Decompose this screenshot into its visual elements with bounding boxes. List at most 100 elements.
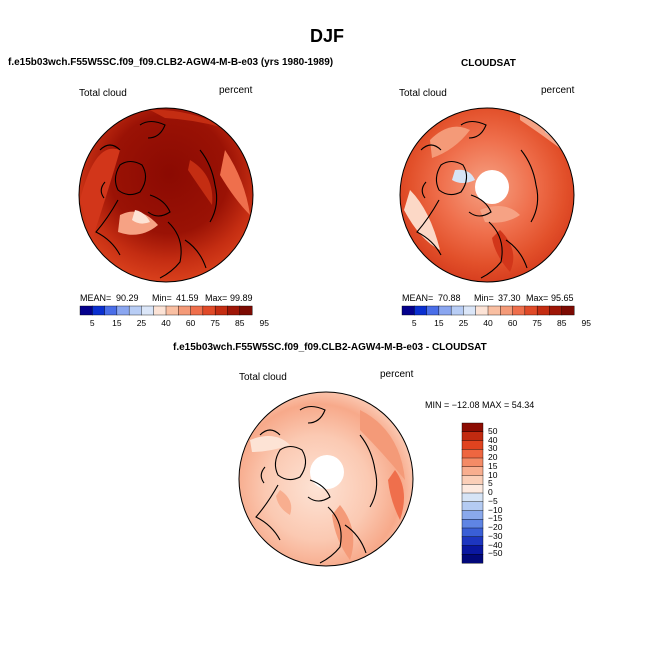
colorbar-panel3-swatch bbox=[461, 440, 484, 450]
colorbar-panel2-swatch bbox=[512, 305, 526, 316]
colorbar-panel1-swatch bbox=[227, 305, 241, 316]
colorbar-panel1-swatch bbox=[79, 305, 93, 316]
colorbar-panel3-swatch bbox=[461, 519, 484, 529]
panel2-units-label: percent bbox=[541, 85, 575, 96]
colorbar-panel3-swatch bbox=[461, 431, 484, 442]
colorbar-panel3-swatch bbox=[461, 422, 484, 433]
colorbar-panel1-swatch bbox=[178, 305, 192, 316]
colorbar-panel3-swatch bbox=[461, 536, 484, 547]
colorbar-panel1-tick-label: 75 bbox=[210, 318, 220, 328]
colorbar-panel1-swatch bbox=[202, 305, 216, 316]
colorbar-panel3-swatch bbox=[461, 475, 484, 485]
colorbar-panel2-swatch bbox=[549, 305, 563, 316]
panel2-mean-label: MEAN= bbox=[402, 293, 434, 303]
panel1-min-label: Min= bbox=[152, 293, 172, 303]
colorbar-panel3-swatch bbox=[461, 545, 484, 555]
colorbar-panel3-tick-label: −30 bbox=[488, 530, 503, 541]
colorbar-panel2-swatch bbox=[401, 305, 415, 316]
colorbar-panel1-swatch bbox=[104, 305, 118, 316]
colorbar-panel2-swatch bbox=[426, 305, 440, 316]
panel1-min-value: 41.59 bbox=[176, 293, 199, 303]
colorbar-panel1-swatch bbox=[190, 305, 204, 316]
panel1-mean-label: MEAN= bbox=[80, 293, 112, 303]
colorbar-panel1-swatch bbox=[239, 305, 253, 316]
colorbar-panel3-swatch bbox=[461, 484, 484, 494]
colorbar-panel1-tick-label: 85 bbox=[234, 318, 245, 328]
colorbar-panel2-swatch bbox=[450, 305, 464, 316]
colorbar-panel3-tick-label: −5 bbox=[488, 495, 498, 506]
colorbar-panel2-swatch bbox=[463, 305, 477, 316]
colorbar-panel1-swatch bbox=[116, 305, 130, 316]
panel2-max-label: Max= bbox=[526, 293, 549, 303]
panel1-max-label: Max= bbox=[205, 293, 228, 303]
colorbar-panel3-tick-label: 30 bbox=[488, 443, 498, 454]
panel2-max-value: 95.65 bbox=[551, 293, 574, 303]
colorbar-panel3-swatch bbox=[461, 527, 484, 538]
colorbar-panel2-tick-label: 95 bbox=[581, 318, 592, 328]
colorbar-panel3-tick-label: 40 bbox=[488, 434, 498, 445]
panel2-mean-value: 70.88 bbox=[438, 293, 461, 303]
panel1-title: f.e15b03wch.F55W5SC.f09_f09.CLB2-AGW4-M-… bbox=[8, 57, 334, 68]
colorbar-panel3-tick-label: −50 bbox=[488, 548, 503, 559]
colorbar-panel3-tick-label: −10 bbox=[488, 504, 503, 515]
colorbar-panel3-swatch bbox=[461, 510, 484, 520]
colorbar-panel3 bbox=[461, 422, 484, 564]
colorbar-panel3-tick-label: 10 bbox=[488, 469, 498, 480]
map-panel3 bbox=[238, 391, 414, 567]
colorbar-panel3-swatch bbox=[461, 457, 484, 468]
panel3-title: f.e15b03wch.F55W5SC.f09_f09.CLB2-AGW4-M-… bbox=[173, 342, 487, 353]
panel2-min-label: Min= bbox=[474, 293, 494, 303]
colorbar-panel3-tick-label: −20 bbox=[488, 522, 503, 532]
colorbar-panel2-tick-label: 75 bbox=[532, 318, 542, 328]
panel2-min-value: 37.30 bbox=[498, 293, 521, 303]
colorbar-panel3-tick-label: −40 bbox=[488, 539, 503, 550]
panel1-max-value: 99.89 bbox=[230, 293, 253, 303]
colorbar-panel3-tick-label: 0 bbox=[488, 487, 493, 497]
colorbar-panel2-swatch bbox=[524, 305, 538, 316]
colorbar-panel3-swatch bbox=[461, 554, 484, 564]
map-panel2 bbox=[399, 107, 575, 283]
colorbar-panel1-swatch bbox=[92, 305, 106, 316]
colorbar-panel2-swatch bbox=[500, 305, 514, 316]
panel3-units-label: percent bbox=[380, 369, 414, 380]
colorbar-panel2-swatch bbox=[487, 305, 501, 316]
colorbar-panel1-tick-label: 25 bbox=[136, 318, 147, 328]
colorbar-panel1-swatch bbox=[153, 305, 167, 316]
panel2-variable-label: Total cloud bbox=[399, 88, 447, 99]
colorbar-panel2-tick-label: 25 bbox=[458, 318, 469, 328]
colorbar-panel2-swatch bbox=[561, 305, 575, 316]
colorbar-panel2-tick-label: 5 bbox=[411, 318, 417, 328]
colorbar-panel3-tick-label: −15 bbox=[488, 513, 503, 524]
colorbar-panel2-tick-label: 85 bbox=[556, 318, 567, 328]
map-panel1 bbox=[78, 107, 254, 283]
colorbar-panel2-tick-label: 40 bbox=[483, 318, 493, 328]
colorbar-panel2-swatch bbox=[438, 305, 452, 316]
colorbar-panel1-tick-label: 5 bbox=[89, 318, 95, 328]
colorbar-panel1-swatch bbox=[141, 305, 155, 316]
colorbar-panel2-tick-label: 60 bbox=[507, 318, 518, 328]
panel3-minmax-text: MIN = −12.08 MAX = 54.34 bbox=[425, 400, 535, 410]
panel2-title: CLOUDSAT bbox=[461, 58, 516, 69]
colorbar-panel1-swatch bbox=[214, 305, 228, 316]
colorbar-panel2-swatch bbox=[475, 305, 489, 316]
colorbar-panel1 bbox=[79, 305, 253, 316]
panel3-variable-label: Total cloud bbox=[239, 372, 287, 383]
colorbar-panel3-tick-label: 20 bbox=[488, 452, 498, 462]
colorbar-panel3-swatch bbox=[461, 501, 484, 512]
colorbar-panel1-swatch bbox=[128, 305, 142, 316]
colorbar-panel3-swatch bbox=[461, 449, 484, 459]
colorbar-panel3-tick-label: 5 bbox=[488, 478, 493, 489]
colorbar-panel3-tick-label: 50 bbox=[488, 425, 498, 436]
colorbar-panel1-tick-label: 95 bbox=[259, 318, 270, 328]
colorbar-panel2-swatch bbox=[536, 305, 550, 316]
colorbar-panel3-swatch bbox=[461, 466, 484, 477]
panel1-units-label: percent bbox=[219, 85, 253, 96]
colorbar-panel2-swatch bbox=[414, 305, 428, 316]
panel1-variable-label: Total cloud bbox=[79, 88, 127, 99]
panel1-mean-value: 90.29 bbox=[116, 293, 139, 303]
main-title: DJF bbox=[309, 26, 344, 46]
colorbar-panel1-tick-label: 60 bbox=[185, 318, 196, 328]
colorbar-panel3-swatch bbox=[461, 492, 484, 503]
colorbar-panel3-tick-label: 15 bbox=[488, 460, 498, 471]
